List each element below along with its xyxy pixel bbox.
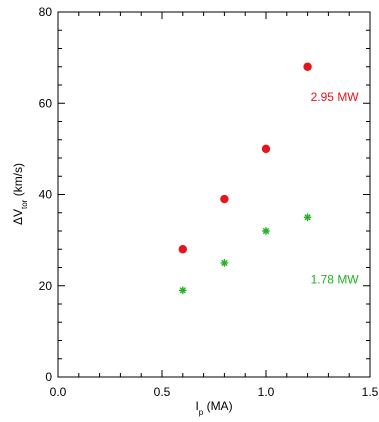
- y-tick-label: 60: [39, 96, 53, 110]
- x-tick-label: 0.0: [50, 385, 67, 399]
- series-annotation: 2.95 MW: [311, 90, 360, 104]
- series-annotation: 1.78 MW: [311, 272, 360, 286]
- data-point-asterisk: [220, 259, 229, 267]
- data-point-circle: [303, 62, 312, 71]
- plot-frame: [57, 11, 371, 378]
- y-tick-label: 40: [39, 188, 53, 202]
- data-point-circle: [261, 144, 271, 154]
- data-point-circle: [220, 194, 229, 204]
- x-axis-label: Ip (MA): [195, 399, 232, 417]
- x-tick-label: 0.5: [154, 385, 171, 399]
- y-tick-label: 80: [39, 5, 53, 19]
- data-point-asterisk: [178, 286, 187, 295]
- data-point-circle: [178, 245, 187, 254]
- data-point-asterisk: [262, 227, 270, 235]
- axis-ticks: [57, 11, 371, 378]
- annotations: 2.95 MW 1.78 MW: [311, 90, 360, 287]
- x-tick-label: 1.5: [362, 385, 379, 399]
- x-tick-label: 1.0: [258, 385, 275, 399]
- data-point-asterisk: [303, 213, 312, 222]
- y-tick-label: 20: [39, 279, 53, 293]
- data-marks: [178, 62, 312, 295]
- tick-labels: 0.0 0.5 1.0 1.5 0 20 40 60 80: [39, 5, 379, 399]
- y-axis-label: ΔVtor (km/s): [11, 163, 29, 225]
- y-tick-label: 0: [45, 370, 52, 384]
